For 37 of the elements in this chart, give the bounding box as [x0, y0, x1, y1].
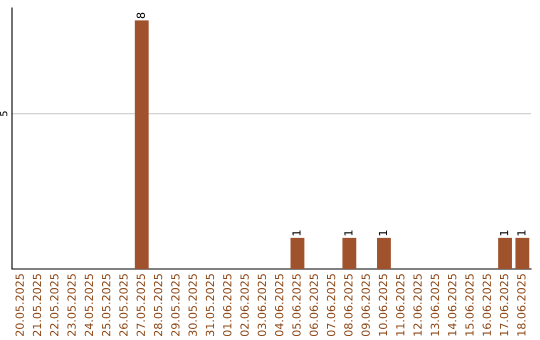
x-tick-label: 01.06.2025 [223, 274, 232, 336]
x-tick-label: 28.05.2025 [154, 274, 162, 336]
x-tick-label: 18.06.2025 [517, 274, 526, 336]
x-tick-label: 27.05.2025 [136, 274, 145, 336]
x-tick-label: 03.06.2025 [258, 274, 266, 336]
x-tick-label: 23.05.2025 [67, 274, 76, 336]
data-label: 1 [344, 230, 352, 236]
x-tick-label: 16.06.2025 [482, 274, 491, 336]
x-tick-label: 15.06.2025 [465, 274, 474, 336]
x-tick-label: 04.06.2025 [274, 274, 284, 336]
x-tick-label: 14.06.2025 [448, 274, 456, 336]
x-tick-label: 09.06.2025 [361, 274, 370, 336]
x-tick-label: 13.06.2025 [430, 274, 440, 336]
y-tick-label: 5 [0, 111, 8, 116]
x-tick-label: 07.06.2025 [326, 274, 336, 336]
x-tick-label: 10.06.2025 [378, 274, 388, 336]
x-tick-label: 20.05.2025 [15, 274, 24, 336]
x-tick-label: 05.06.2025 [292, 274, 301, 336]
x-tick-label: 02.06.2025 [240, 274, 249, 336]
x-tick-label: 12.06.2025 [413, 274, 422, 336]
x-tick-label: 08.06.2025 [344, 274, 353, 336]
x-tick-label: 29.05.2025 [171, 274, 180, 336]
x-tick-label: 17.06.2025 [500, 274, 508, 336]
data-label: 1 [378, 230, 388, 236]
x-tick-label: 31.05.2025 [206, 274, 214, 336]
x-tick-label: 22.05.2025 [50, 274, 58, 336]
x-tick-label: 06.06.2025 [310, 274, 318, 336]
data-label: 1 [292, 230, 301, 236]
x-tick-label: 24.05.2025 [84, 274, 94, 336]
x-tick-label: 25.05.2025 [102, 274, 110, 336]
x-tick-label: 26.05.2025 [119, 274, 128, 336]
data-label: 1 [500, 230, 508, 236]
x-tick-label: 11.06.2025 [396, 274, 404, 336]
data-label: 8 [136, 12, 145, 18]
x-tick-label: 30.05.2025 [188, 274, 197, 336]
data-label: 1 [517, 230, 526, 236]
x-tick-label: 21.05.2025 [32, 274, 42, 336]
